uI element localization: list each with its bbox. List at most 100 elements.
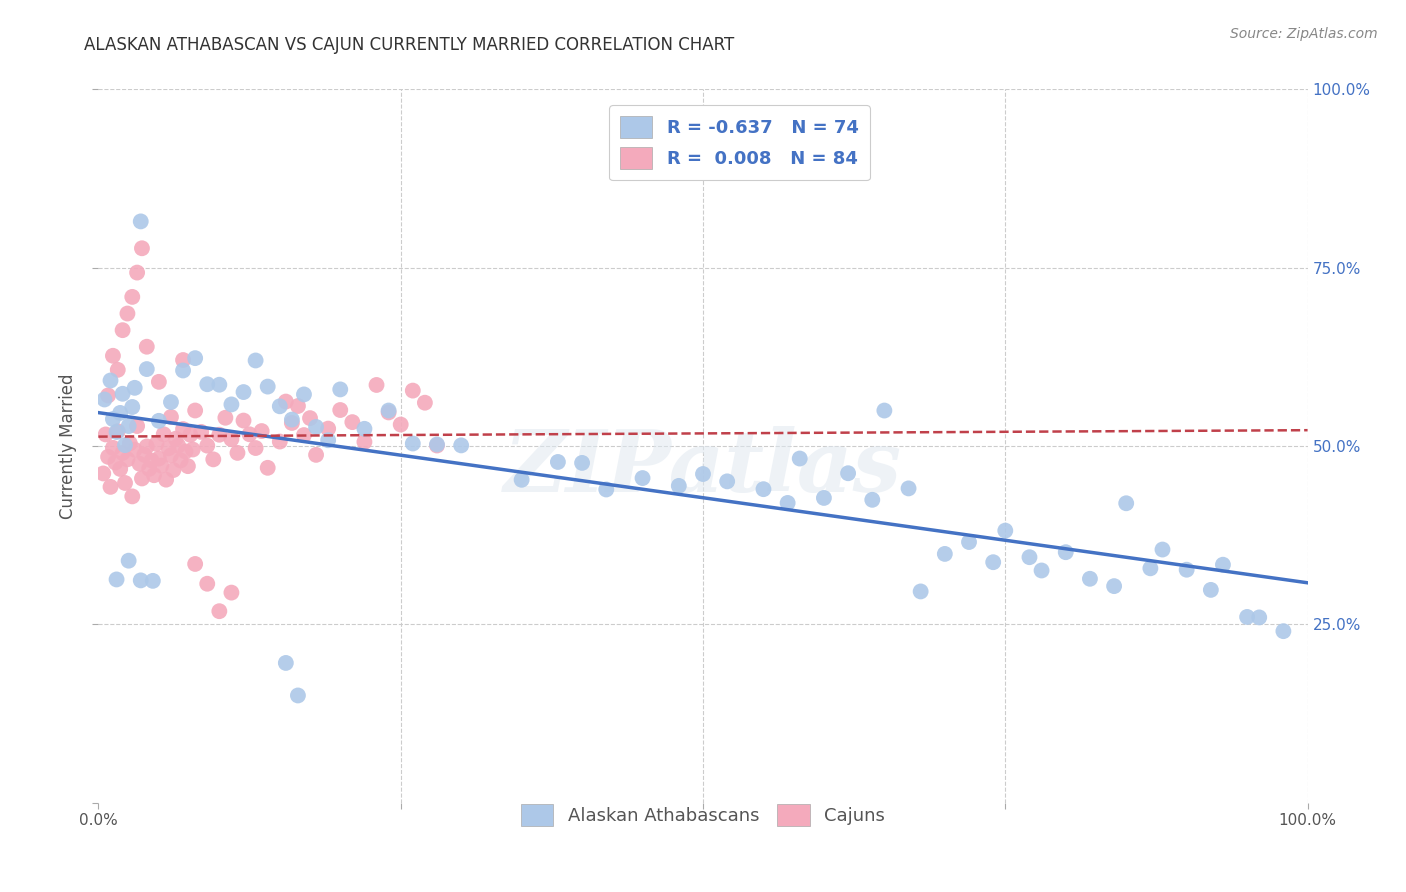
Point: [1018, 550, 1040, 565]
Point: [281, 412, 304, 426]
Point: [776, 496, 799, 510]
Point: [934, 547, 956, 561]
Point: [274, 656, 297, 670]
Point: [138, 462, 160, 476]
Point: [595, 483, 617, 497]
Point: [107, 424, 129, 438]
Point: [208, 604, 231, 618]
Point: [118, 419, 141, 434]
Point: [184, 351, 207, 365]
Point: [402, 384, 425, 398]
Point: [994, 524, 1017, 538]
Y-axis label: Currently Married: Currently Married: [59, 373, 77, 519]
Point: [195, 439, 218, 453]
Point: [1139, 561, 1161, 575]
Point: [184, 403, 207, 417]
Point: [299, 411, 322, 425]
Point: [214, 410, 236, 425]
Point: [1152, 542, 1174, 557]
Point: [245, 353, 267, 368]
Point: [426, 437, 449, 451]
Point: [94, 427, 117, 442]
Point: [208, 377, 231, 392]
Point: [377, 403, 399, 417]
Point: [148, 451, 170, 466]
Point: [1272, 624, 1295, 639]
Point: [167, 439, 190, 453]
Point: [250, 424, 273, 438]
Point: [129, 214, 152, 228]
Point: [108, 406, 131, 420]
Point: [402, 436, 425, 450]
Point: [316, 434, 339, 448]
Point: [150, 458, 173, 473]
Point: [97, 388, 120, 402]
Point: [148, 375, 170, 389]
Point: [377, 405, 399, 419]
Point: [172, 353, 194, 368]
Point: [202, 452, 225, 467]
Point: [111, 446, 134, 460]
Point: [143, 468, 166, 483]
Point: [169, 453, 191, 467]
Point: [1078, 572, 1101, 586]
Point: [162, 463, 184, 477]
Point: [305, 420, 328, 434]
Point: [232, 385, 254, 400]
Point: [221, 585, 243, 599]
Point: [114, 438, 136, 452]
Point: [135, 440, 157, 454]
Point: [287, 399, 309, 413]
Text: ALASKAN ATHABASCAN VS CAJUN CURRENTLY MARRIED CORRELATION CHART: ALASKAN ATHABASCAN VS CAJUN CURRENTLY MA…: [84, 36, 734, 54]
Point: [160, 448, 183, 462]
Point: [450, 438, 472, 452]
Point: [135, 340, 157, 354]
Point: [195, 576, 218, 591]
Point: [157, 442, 180, 456]
Point: [131, 241, 153, 255]
Point: [1102, 579, 1125, 593]
Text: Source: ZipAtlas.com: Source: ZipAtlas.com: [1230, 27, 1378, 41]
Point: [1175, 563, 1198, 577]
Point: [752, 482, 775, 496]
Point: [860, 492, 883, 507]
Point: [1115, 496, 1137, 510]
Point: [101, 441, 124, 455]
Point: [837, 467, 859, 481]
Point: [127, 266, 149, 280]
Point: [152, 427, 174, 442]
Point: [342, 415, 364, 429]
Point: [716, 475, 738, 489]
Point: [208, 427, 231, 442]
Point: [873, 403, 896, 417]
Point: [426, 438, 449, 452]
Point: [91, 467, 114, 481]
Point: [692, 467, 714, 481]
Point: [269, 399, 291, 413]
Point: [292, 387, 315, 401]
Point: [111, 386, 134, 401]
Point: [148, 414, 170, 428]
Point: [124, 442, 146, 457]
Point: [292, 428, 315, 442]
Point: [101, 412, 124, 426]
Point: [100, 374, 122, 388]
Point: [111, 323, 134, 337]
Point: [316, 421, 339, 435]
Point: [1199, 582, 1222, 597]
Point: [232, 413, 254, 427]
Point: [117, 306, 139, 320]
Point: [221, 432, 243, 446]
Point: [184, 557, 207, 571]
Point: [256, 379, 278, 393]
Point: [142, 574, 165, 588]
Point: [131, 471, 153, 485]
Point: [981, 555, 1004, 569]
Point: [104, 456, 127, 470]
Point: [239, 427, 262, 442]
Point: [145, 437, 167, 451]
Point: [789, 451, 811, 466]
Point: [181, 442, 204, 457]
Point: [174, 444, 197, 458]
Point: [121, 489, 143, 503]
